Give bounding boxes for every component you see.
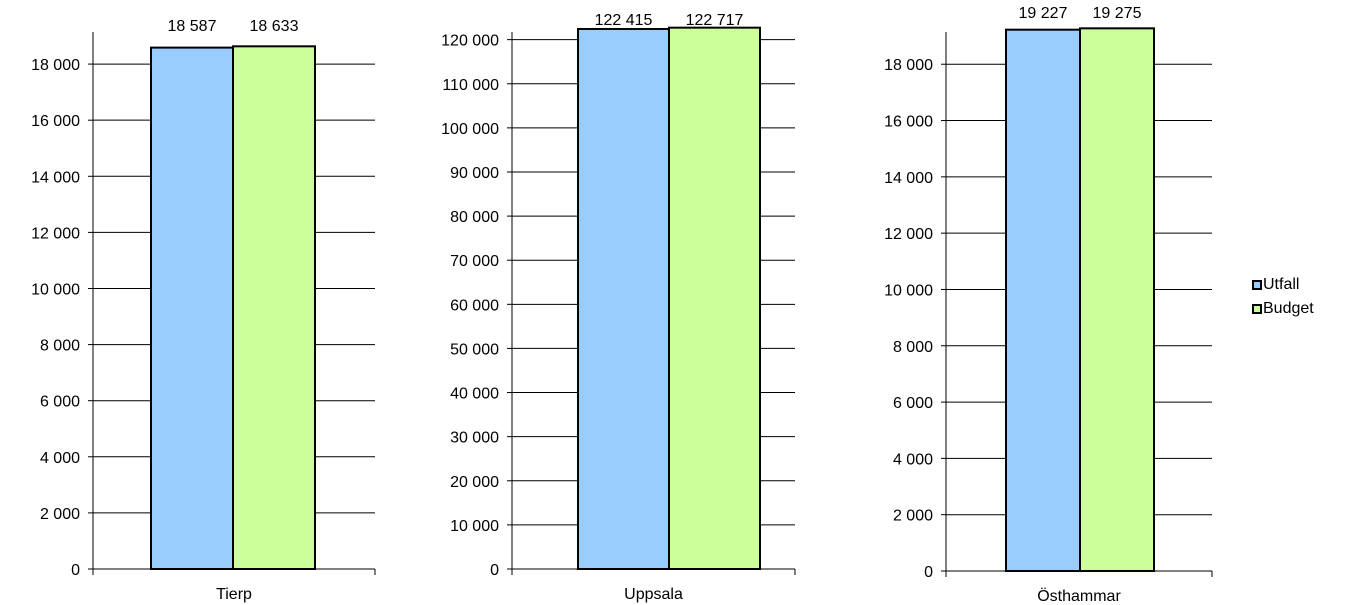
y-tick-label-uppsala: 110 000 <box>442 77 499 94</box>
y-tick-label-tierp: 10 000 <box>31 281 80 298</box>
bar-tierp-budget <box>232 45 316 571</box>
y-tick-label-uppsala: 70 000 <box>450 253 499 270</box>
bar-osthammar-utfall <box>1005 28 1081 573</box>
y-tick-label-uppsala: 30 000 <box>450 430 499 447</box>
y-tick-label-uppsala: 120 000 <box>441 33 499 50</box>
legend-label-budget: Budget <box>1263 300 1314 317</box>
y-tick-label-uppsala: 90 000 <box>450 165 499 182</box>
y-tick-label-tierp: 2 000 <box>40 506 80 523</box>
y-tick-label-uppsala: 40 000 <box>450 386 499 403</box>
y-tick-label-osthammar: 4 000 <box>893 451 933 468</box>
y-tick-label-osthammar: 14 000 <box>884 170 933 187</box>
y-tick-label-uppsala: 100 000 <box>441 121 499 138</box>
data-label-osthammar-utfall: 19 227 <box>1019 5 1068 22</box>
x-category-label-osthammar: Östhammar <box>1037 587 1121 605</box>
y-tick-label-tierp: 8 000 <box>40 338 80 355</box>
y-tick-label-uppsala: 80 000 <box>450 209 499 226</box>
y-tick-label-tierp: 14 000 <box>31 169 80 186</box>
legend-item-budget: Budget <box>1252 297 1314 321</box>
legend-swatch-utfall <box>1252 280 1262 290</box>
y-tick-label-osthammar: 8 000 <box>893 339 933 356</box>
y-tick-label-tierp: 18 000 <box>31 57 80 74</box>
legend: Utfall Budget <box>1252 273 1314 321</box>
data-label-uppsala-budget: 122 717 <box>686 12 744 29</box>
legend-item-utfall: Utfall <box>1252 273 1314 297</box>
legend-swatch-budget <box>1252 304 1262 314</box>
legend-label-utfall: Utfall <box>1263 276 1300 293</box>
bar-uppsala-budget <box>668 26 761 571</box>
data-label-tierp-budget: 18 633 <box>250 18 299 35</box>
y-tick-label-osthammar: 0 <box>924 564 933 581</box>
y-tick-label-osthammar: 6 000 <box>893 395 933 412</box>
y-tick-label-tierp: 16 000 <box>31 113 80 130</box>
y-tick-label-osthammar: 2 000 <box>893 508 933 525</box>
data-label-tierp-utfall: 18 587 <box>168 18 217 35</box>
y-tick-label-uppsala: 50 000 <box>450 341 499 358</box>
data-label-osthammar-budget: 19 275 <box>1093 5 1142 22</box>
y-tick-label-osthammar: 18 000 <box>884 57 933 74</box>
y-tick-label-uppsala: 20 000 <box>450 474 499 491</box>
y-tick-label-osthammar: 16 000 <box>884 114 933 131</box>
y-tick-label-tierp: 12 000 <box>31 225 80 242</box>
y-tick-label-uppsala: 10 000 <box>450 518 499 535</box>
y-tick-label-osthammar: 10 000 <box>884 282 933 299</box>
x-category-label-uppsala: Uppsala <box>624 586 683 603</box>
bar-osthammar-budget <box>1079 27 1155 573</box>
data-label-uppsala-utfall: 122 415 <box>595 12 653 29</box>
y-tick-label-uppsala: 60 000 <box>450 297 499 314</box>
y-tick-label-tierp: 0 <box>71 562 80 579</box>
y-tick-label-tierp: 6 000 <box>40 394 80 411</box>
bar-uppsala-utfall <box>577 27 670 571</box>
y-tick-label-osthammar: 12 000 <box>884 226 933 243</box>
y-tick-label-uppsala: 0 <box>490 562 499 579</box>
bar-tierp-utfall <box>150 46 234 570</box>
y-tick-label-tierp: 4 000 <box>40 450 80 467</box>
x-category-label-tierp: Tierp <box>216 586 252 603</box>
